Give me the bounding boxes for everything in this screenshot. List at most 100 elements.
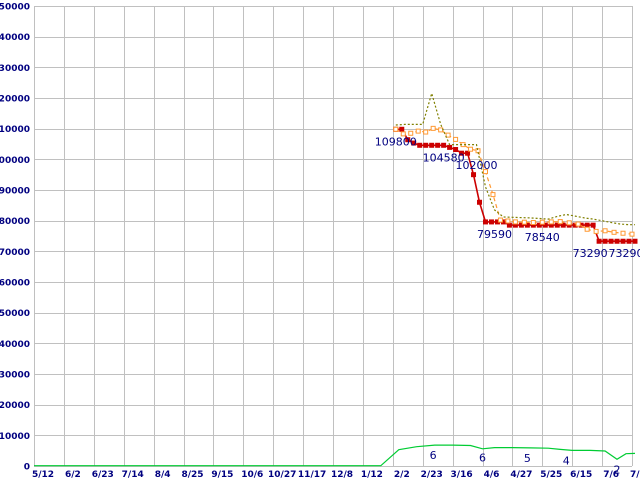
- data-point-marker: [542, 222, 548, 228]
- data-point-marker: [584, 226, 590, 232]
- data-point-marker: [482, 169, 488, 175]
- data-point-marker: [465, 150, 471, 156]
- y-axis-tick-label: 120000: [0, 95, 30, 105]
- data-point-marker: [575, 221, 581, 227]
- y-axis-tick-label: 130000: [0, 64, 30, 74]
- x-axis-tick-label: 6/15: [570, 470, 592, 480]
- data-point-marker: [596, 238, 602, 244]
- data-point-marker: [536, 222, 542, 228]
- y-axis-tick-label: 50000: [0, 309, 30, 319]
- x-axis-tick-label: 10/27: [268, 470, 296, 480]
- data-point-marker: [459, 150, 465, 156]
- data-point-marker: [423, 142, 429, 148]
- y-axis-tick-label: 40000: [0, 340, 30, 350]
- data-point-marker: [512, 219, 518, 225]
- y-axis-tick-label: 110000: [0, 125, 30, 135]
- x-axis-tick-label: 12/8: [331, 470, 353, 480]
- x-axis-tick-label: 2/2: [394, 470, 410, 480]
- data-point-marker: [415, 128, 421, 134]
- data-point-marker: [490, 192, 496, 198]
- x-axis-tick-label: 6/2: [65, 470, 81, 480]
- data-point-value-label: 73290: [609, 247, 640, 260]
- data-point-marker: [611, 229, 617, 235]
- data-point-marker: [602, 228, 608, 234]
- series-green-volume: [34, 444, 636, 467]
- data-point-value-label: 5: [524, 452, 531, 465]
- data-point-value-label: 6: [479, 452, 486, 465]
- data-point-marker: [471, 172, 477, 178]
- y-axis-tick-label: 20000: [0, 401, 30, 411]
- x-axis-tick-label: 4/27: [510, 470, 532, 480]
- data-point-marker: [482, 219, 488, 225]
- data-point-value-label: 78540: [525, 231, 560, 244]
- x-axis-tick-label: 5/25: [540, 470, 562, 480]
- data-point-value-label: 2: [614, 463, 621, 476]
- data-point-marker: [417, 142, 423, 148]
- data-point-marker: [560, 222, 566, 228]
- y-axis-tick-label: 80000: [0, 217, 30, 227]
- series-olive-tertiary: [395, 91, 635, 226]
- data-point-marker: [614, 238, 620, 244]
- x-axis-tick-label: 6/23: [92, 470, 114, 480]
- data-point-value-label: 73290: [573, 247, 608, 260]
- y-axis-tick-labels: 0 10000 20000 30000 40000 50000 60000 70000 8000…: [0, 3, 30, 473]
- data-point-value-label: 104580: [423, 151, 465, 164]
- data-point-marker: [539, 219, 545, 225]
- data-point-marker: [468, 146, 474, 152]
- data-point-marker: [629, 231, 635, 237]
- data-point-marker: [620, 238, 626, 244]
- data-point-marker: [632, 238, 638, 244]
- data-point-marker: [590, 222, 596, 228]
- x-axis-tick-label: 10/6: [241, 470, 263, 480]
- x-axis-tick-label: 9/15: [211, 470, 233, 480]
- data-series-group: [34, 91, 638, 467]
- data-point-value-label: 79590: [477, 228, 512, 241]
- data-point-marker: [453, 136, 459, 142]
- data-point-marker: [518, 222, 524, 228]
- data-point-value-label: 109800: [375, 135, 417, 148]
- series-orange-secondary: [393, 125, 635, 237]
- data-point-marker: [602, 238, 608, 244]
- data-point-value-label: 4: [563, 454, 570, 467]
- data-point-marker: [441, 142, 447, 148]
- y-axis-tick-label: 70000: [0, 248, 30, 258]
- data-point-value-label: 6: [430, 449, 437, 462]
- data-point-marker: [521, 219, 527, 225]
- y-axis-tick-label: 60000: [0, 279, 30, 289]
- vertical-gridlines: [34, 6, 633, 466]
- data-point-marker: [506, 222, 512, 228]
- series-line-olive-tertiary: [395, 91, 635, 226]
- data-point-marker: [399, 126, 405, 132]
- data-point-marker: [408, 130, 414, 136]
- y-axis-tick-label: 90000: [0, 187, 30, 197]
- data-point-marker: [524, 222, 530, 228]
- data-point-marker: [430, 125, 436, 131]
- data-point-marker: [405, 137, 411, 143]
- x-axis-tick-label: 3/16: [451, 470, 473, 480]
- data-point-marker: [445, 132, 451, 138]
- data-point-marker: [488, 219, 494, 225]
- x-axis-tick-label: 8/4: [155, 470, 171, 480]
- data-point-marker: [626, 238, 632, 244]
- data-point-marker: [505, 218, 511, 224]
- x-axis-tick-labels: 5/12 6/2 6/23 7/14 8/4 8/25 9/15 10/6 10/27 11/17…: [32, 470, 640, 480]
- y-axis-tick-label: 100000: [0, 156, 30, 166]
- y-axis-tick-label: 0: [24, 463, 30, 473]
- data-point-marker: [497, 217, 503, 223]
- x-axis-tick-label: 5/12: [32, 470, 54, 480]
- data-point-marker: [453, 147, 459, 153]
- data-point-marker: [447, 144, 453, 150]
- x-axis-tick-label: 1/12: [361, 470, 383, 480]
- y-axis-tick-label: 10000: [0, 432, 30, 442]
- data-point-marker: [608, 238, 614, 244]
- data-point-value-label: 102000: [456, 159, 498, 172]
- data-point-marker: [438, 127, 444, 133]
- data-point-marker: [429, 142, 435, 148]
- data-point-marker: [584, 222, 590, 228]
- data-point-marker: [423, 129, 429, 135]
- data-point-marker: [411, 140, 417, 146]
- data-point-marker: [435, 142, 441, 148]
- x-axis-tick-label: 4/6: [484, 470, 500, 480]
- data-point-marker: [530, 220, 536, 226]
